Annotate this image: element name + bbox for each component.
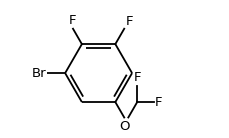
Text: F: F	[154, 96, 162, 109]
Text: Br: Br	[32, 67, 46, 80]
Text: O: O	[118, 120, 129, 132]
Text: F: F	[69, 14, 76, 27]
Text: F: F	[133, 71, 140, 84]
Text: F: F	[125, 15, 133, 28]
